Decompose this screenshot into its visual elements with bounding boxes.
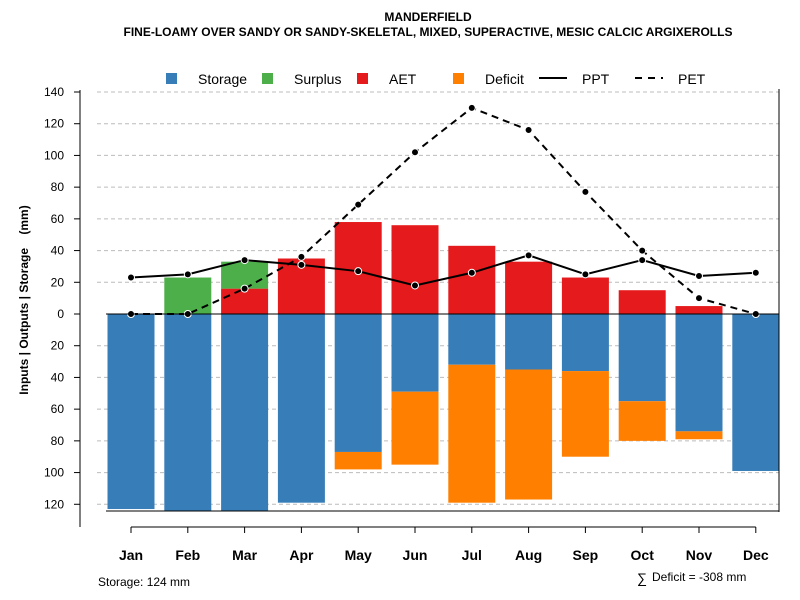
y-tick-label: 20 <box>51 275 65 289</box>
deficit-bar-sep <box>561 371 609 457</box>
legend-key-deficit <box>453 73 464 84</box>
legend: Storage Surplus AET Deficit PPT PET <box>166 71 706 87</box>
x-tick-label-dec: Dec <box>743 547 769 563</box>
legend-label-pet: PET <box>678 71 706 87</box>
y-tick-label: 60 <box>51 212 65 226</box>
aet-bar-nov <box>675 306 723 314</box>
x-tick-label-aug: Aug <box>515 547 542 563</box>
pet-point <box>467 103 476 112</box>
pet-point <box>297 252 306 261</box>
ppt-point <box>240 256 249 265</box>
ppt-point <box>467 268 476 277</box>
pet-point <box>240 284 249 293</box>
surplus-bar-feb <box>164 277 212 314</box>
aet-bar-oct <box>618 290 666 314</box>
surplus-bar-mar <box>221 261 269 289</box>
aet-bar-mar <box>221 288 269 314</box>
storage-bar-apr <box>277 314 325 503</box>
storage-bar-jan <box>107 314 155 510</box>
pet-point <box>524 126 533 135</box>
aet-bar-jun <box>391 225 439 314</box>
ppt-point <box>524 251 533 260</box>
axes: 140 120 100 80 60 40 20 0 20 40 60 80 100 120 Jan Feb Ma… <box>44 85 780 563</box>
aet-bar-aug <box>505 261 553 314</box>
storage-bar-aug <box>505 314 553 370</box>
x-tick-label-oct: Oct <box>631 547 655 563</box>
pet-line <box>131 106 757 315</box>
x-tick-label-nov: Nov <box>686 547 713 563</box>
ppt-point <box>751 268 760 277</box>
deficit-bar-oct <box>618 401 666 441</box>
ppt-point <box>354 267 363 276</box>
deficit-bar-nov <box>675 431 723 440</box>
y-tick-label: 80 <box>51 180 65 194</box>
y-tick-label: 120 <box>44 497 64 511</box>
aet-bar-sep <box>561 277 609 314</box>
deficit-bar-jul <box>448 364 496 503</box>
pet-point <box>638 246 647 255</box>
footer-deficit-symbol: ∑ <box>637 570 647 586</box>
y-tick-label: 0 <box>57 307 64 321</box>
storage-bar-feb <box>164 314 212 511</box>
y-tick-label: 100 <box>44 148 64 162</box>
legend-label-ppt: PPT <box>582 71 610 87</box>
storage-bar-jun <box>391 314 439 392</box>
y-tick-label: 100 <box>44 466 64 480</box>
pet-point <box>581 187 590 196</box>
deficit-bar-may <box>334 451 382 470</box>
chart-title: MANDERFIELD <box>384 10 472 24</box>
y-axis-label: Inputs | Outputs | Storage (mm) <box>17 205 31 394</box>
legend-key-surplus <box>262 73 273 84</box>
storage-bar-oct <box>618 314 666 402</box>
pet-point <box>695 294 703 303</box>
x-tick-label-jun: Jun <box>403 547 428 563</box>
x-tick-label-may: May <box>345 547 372 563</box>
storage-bar-may <box>334 314 382 452</box>
y-tick-label: 20 <box>51 339 65 353</box>
deficit-bar-jun <box>391 391 439 465</box>
x-tick-label-sep: Sep <box>573 547 599 563</box>
y-tick-label: 120 <box>44 117 64 131</box>
y-tick-label: 140 <box>44 85 64 99</box>
x-tick-label-jul: Jul <box>462 547 482 563</box>
pet-point <box>411 148 419 157</box>
x-tick-label-jan: Jan <box>119 547 143 563</box>
deficit-bar-aug <box>505 369 553 500</box>
legend-label-storage: Storage <box>198 71 247 87</box>
y-tick-label: 40 <box>51 370 65 384</box>
x-tick-label-apr: Apr <box>289 547 314 563</box>
y-tick-label: 60 <box>51 402 65 416</box>
ppt-point <box>695 271 703 280</box>
y-tick-label: 40 <box>51 244 65 258</box>
ppt-point <box>183 270 192 279</box>
bars <box>107 222 780 511</box>
y-tick-label: 80 <box>51 434 65 448</box>
legend-key-storage <box>166 73 177 84</box>
x-tick-label-feb: Feb <box>175 547 200 563</box>
pet-point <box>354 200 363 209</box>
x-tick-label-mar: Mar <box>232 547 257 563</box>
storage-bar-dec <box>732 314 780 471</box>
ppt-line <box>130 254 756 287</box>
chart-subtitle: FINE-LOAMY OVER SANDY OR SANDY-SKELETAL,… <box>124 25 733 39</box>
ppt-point <box>127 273 135 282</box>
storage-bar-nov <box>675 314 723 432</box>
footer-storage: Storage: 124 mm <box>98 575 190 589</box>
ppt-point <box>411 281 419 290</box>
ppt-point <box>638 256 647 265</box>
ppt-point <box>581 270 590 279</box>
legend-key-aet <box>357 73 368 84</box>
storage-bar-sep <box>561 314 609 372</box>
storage-bar-mar <box>221 314 269 511</box>
aet-bar-jul <box>448 245 496 314</box>
legend-label-deficit: Deficit <box>485 71 524 87</box>
storage-bar-jul <box>448 314 496 365</box>
footer-deficit: Deficit = -308 mm <box>652 570 746 584</box>
ppt-point <box>297 260 306 269</box>
legend-label-aet: AET <box>389 71 417 87</box>
legend-label-surplus: Surplus <box>294 71 341 87</box>
